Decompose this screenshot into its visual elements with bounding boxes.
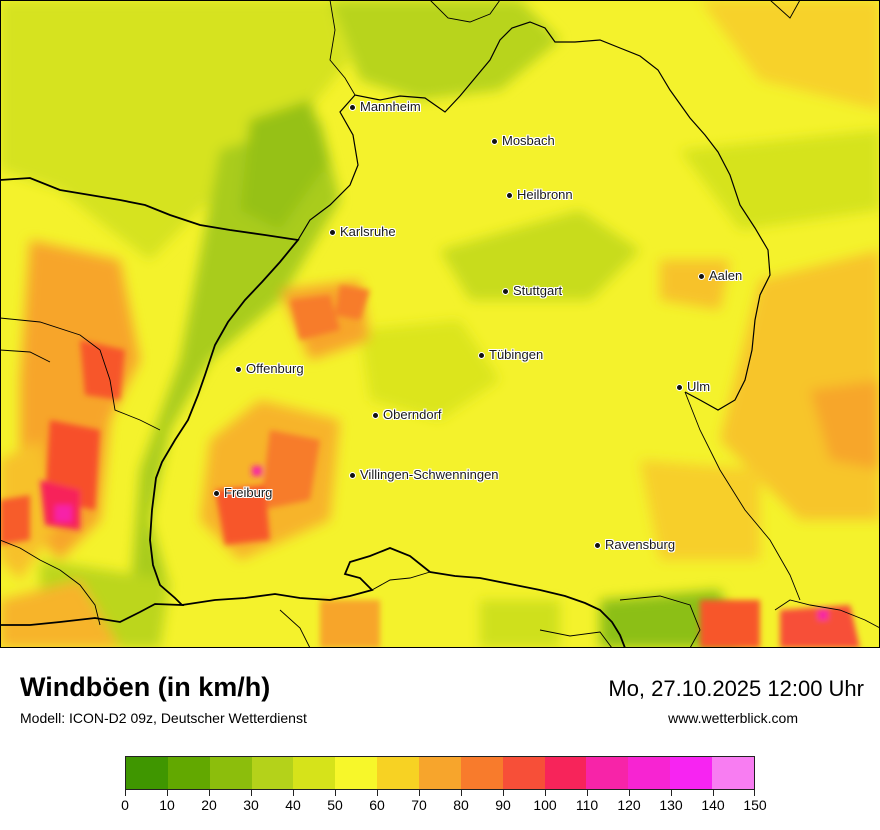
- legend-swatch: [335, 757, 378, 789]
- city-dot-icon: [329, 229, 336, 237]
- map-title: Windböen (in km/h): [20, 672, 271, 702]
- city-marker: Offenburg: [235, 362, 304, 376]
- legend-swatch: [544, 757, 587, 789]
- city-dot-icon: [478, 352, 485, 360]
- legend-tick-mark: [251, 790, 252, 796]
- wind-field: [0, 0, 880, 648]
- legend-swatch: [502, 757, 545, 789]
- city-dot-icon: [502, 288, 509, 296]
- legend-tick-label: 130: [659, 797, 683, 813]
- legend-swatch: [167, 757, 210, 789]
- legend-tick-mark: [293, 790, 294, 796]
- legend-tick-label: 40: [285, 797, 301, 813]
- city-name: Stuttgart: [513, 283, 563, 298]
- city-name: Karlsruhe: [340, 224, 396, 239]
- legend-tick-label: 90: [495, 797, 511, 813]
- legend-swatch: [293, 757, 336, 789]
- city-dot-icon: [213, 490, 220, 498]
- city-name: Oberndorf: [383, 407, 442, 422]
- model-info: Modell: ICON-D2 09z, Deutscher Wetterdie…: [20, 710, 307, 726]
- legend-ticks: 0 10 20 30 40 50 60 70 80 90 100 110 120 130 140 150: [121, 790, 767, 820]
- legend-tick-label: 80: [453, 797, 469, 813]
- wind-gust-map: Mannheim Mosbach Heilbronn Karlsruhe Aalen St…: [0, 0, 880, 648]
- city-name: Heilbronn: [517, 187, 573, 202]
- city-dot-icon: [698, 273, 705, 281]
- color-legend: [125, 756, 755, 790]
- city-name: Offenburg: [246, 361, 304, 376]
- legend-tick-mark: [419, 790, 420, 796]
- city-marker: Tübingen: [478, 348, 543, 362]
- legend-tick-label: 140: [701, 797, 725, 813]
- city-marker: Mannheim: [349, 100, 421, 114]
- city-name: Aalen: [709, 268, 743, 283]
- city-marker: Stuttgart: [502, 284, 562, 298]
- legend-tick-mark: [461, 790, 462, 796]
- city-name: Ulm: [687, 379, 711, 394]
- city-marker: Ravensburg: [594, 538, 675, 552]
- city-name: Mosbach: [502, 133, 555, 148]
- city-marker: Karlsruhe: [329, 225, 396, 239]
- legend-swatch: [712, 757, 754, 789]
- legend-swatch: [460, 757, 503, 789]
- legend-tick-label: 60: [369, 797, 385, 813]
- legend-tick-label: 100: [533, 797, 557, 813]
- city-dot-icon: [676, 384, 683, 392]
- city-marker: Aalen: [698, 269, 742, 283]
- city-name: Tübingen: [489, 347, 544, 362]
- legend-tick-label: 120: [617, 797, 641, 813]
- city-marker: Oberndorf: [372, 408, 442, 422]
- legend-tick-mark: [125, 790, 126, 796]
- legend-tick-mark: [545, 790, 546, 796]
- legend-tick-label: 150: [743, 797, 767, 813]
- website-link[interactable]: www.wetterblick.com: [668, 710, 798, 726]
- city-marker: Ulm: [676, 380, 710, 394]
- legend-tick-label: 10: [159, 797, 175, 813]
- city-marker: Mosbach: [491, 134, 555, 148]
- city-dot-icon: [372, 412, 379, 420]
- city-name: Freiburg: [224, 485, 273, 500]
- city-dot-icon: [506, 192, 513, 200]
- legend-tick-mark: [167, 790, 168, 796]
- city-marker: Freiburg: [213, 486, 272, 500]
- city-dot-icon: [349, 472, 356, 480]
- city-dot-icon: [235, 366, 242, 374]
- map-canvas: [0, 0, 880, 648]
- legend-tick-mark: [209, 790, 210, 796]
- legend-tick-mark: [587, 790, 588, 796]
- map-footer: Windböen (in km/h) Modell: ICON-D2 09z, …: [0, 648, 880, 830]
- legend-swatch: [126, 757, 168, 789]
- borders: [0, 0, 880, 648]
- city-marker: Heilbronn: [506, 188, 573, 202]
- city-name: Ravensburg: [605, 537, 676, 552]
- legend-tick-mark: [377, 790, 378, 796]
- city-dot-icon: [349, 104, 356, 112]
- legend-swatch: [419, 757, 461, 789]
- legend-tick-label: 50: [327, 797, 343, 813]
- legend-swatch: [377, 757, 420, 789]
- legend-swatch: [209, 757, 252, 789]
- legend-swatch: [251, 757, 294, 789]
- city-name: Mannheim: [360, 99, 421, 114]
- legend-tick-mark: [671, 790, 672, 796]
- city-dot-icon: [594, 542, 601, 550]
- forecast-datetime: Mo, 27.10.2025 12:00 Uhr: [608, 676, 864, 701]
- legend-tick-mark: [713, 790, 714, 796]
- legend-swatch: [628, 757, 671, 789]
- legend-tick-label: 70: [411, 797, 427, 813]
- legend-tick-mark: [503, 790, 504, 796]
- city-name: Villingen-Schwenningen: [360, 467, 499, 482]
- legend-tick-mark: [754, 790, 755, 796]
- legend-tick-label: 0: [121, 797, 129, 813]
- legend-tick-label: 20: [201, 797, 217, 813]
- legend-swatch: [670, 757, 713, 789]
- city-dot-icon: [491, 138, 498, 146]
- legend-tick-label: 30: [243, 797, 259, 813]
- legend-tick-mark: [629, 790, 630, 796]
- legend-tick-label: 110: [575, 797, 599, 813]
- legend-tick-mark: [335, 790, 336, 796]
- city-marker: Villingen-Schwenningen: [349, 468, 499, 482]
- legend-swatch: [586, 757, 629, 789]
